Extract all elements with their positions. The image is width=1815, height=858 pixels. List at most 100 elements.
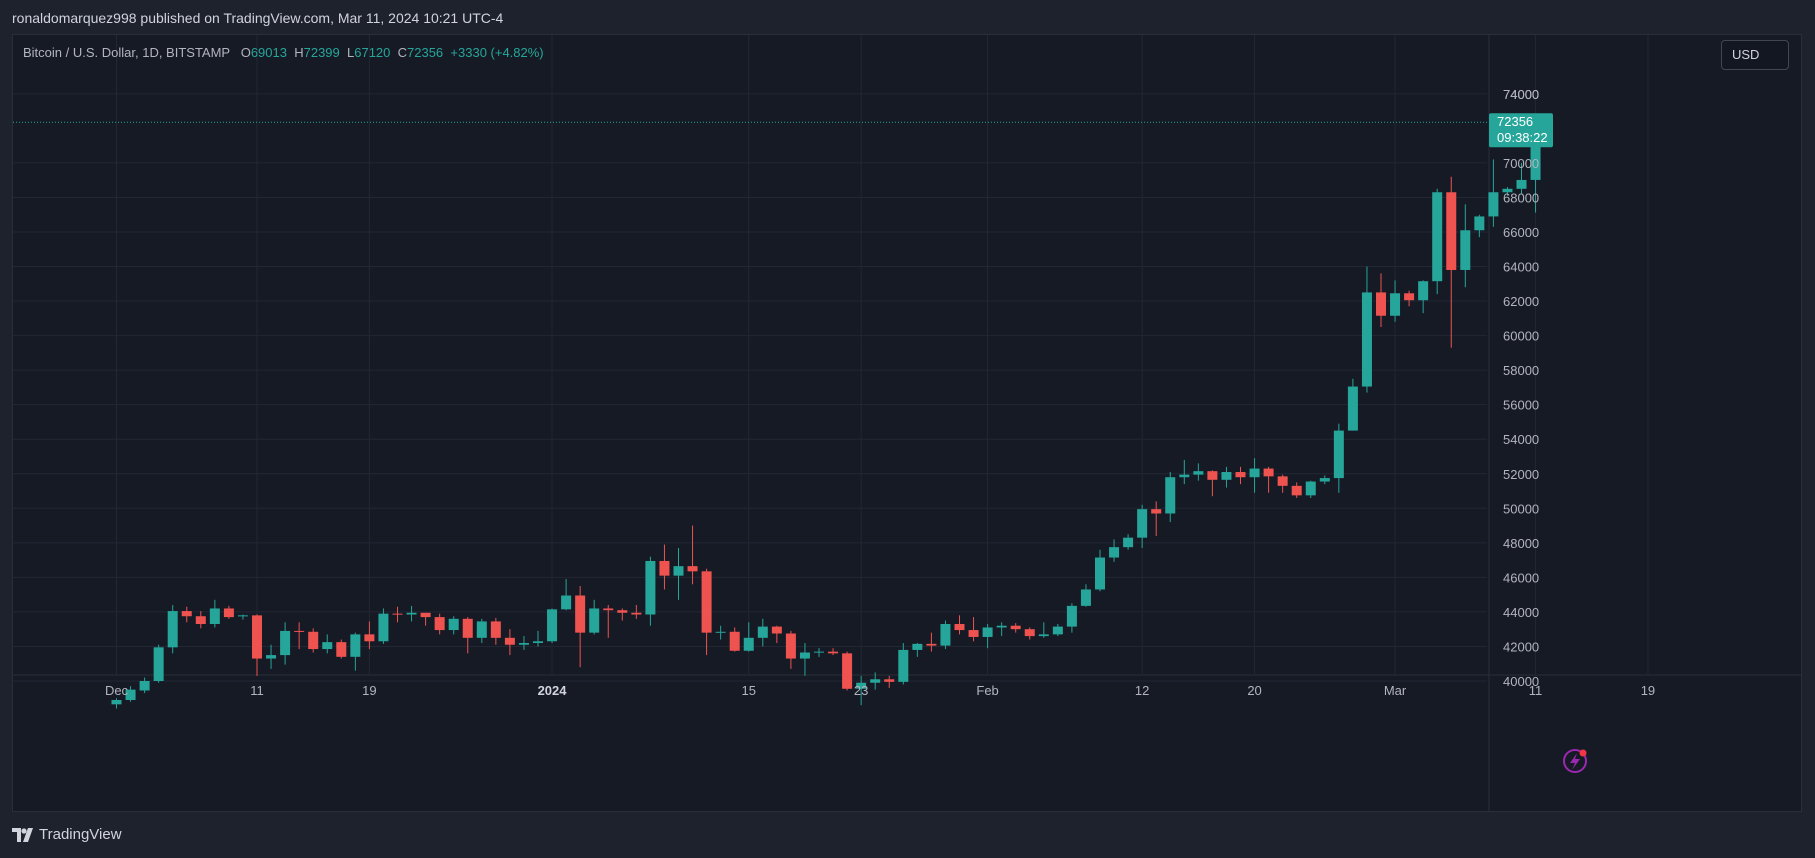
candle-body [476, 621, 487, 638]
candle-body [1432, 192, 1443, 282]
candle-body [181, 611, 192, 617]
price-tick-label: 50000 [1503, 501, 1539, 516]
candle-body [1460, 230, 1471, 270]
candle-body [799, 652, 810, 659]
candle-body [1179, 474, 1190, 478]
candle-body [1404, 293, 1415, 301]
candle-body [771, 626, 782, 634]
price-tick-label: 60000 [1503, 329, 1539, 344]
tradingview-brand: TradingView [39, 826, 122, 843]
candle-body [701, 571, 712, 633]
candle-body [1221, 472, 1232, 480]
chart-panel[interactable]: 21Dec111920241523Feb1220Mar1119 40000420… [12, 34, 1802, 812]
time-tick-label: 12 [1135, 683, 1149, 698]
publish-header: ronaldomarquez998 published on TradingVi… [0, 0, 1815, 34]
candle-body [252, 615, 262, 659]
chart-grid [13, 35, 1801, 811]
candle-body [1305, 481, 1316, 496]
candle-body [1038, 634, 1049, 637]
time-tick-label: 23 [854, 683, 868, 698]
candle-body [898, 649, 909, 682]
tradingview-footer[interactable]: TradingView [12, 826, 122, 843]
candle-body [589, 608, 600, 633]
candle-body [1474, 216, 1485, 231]
candle-body [153, 647, 164, 681]
price-tick-label: 68000 [1503, 190, 1539, 205]
candlestick-chart[interactable]: 21Dec111920241523Feb1220Mar1119 40000420… [13, 35, 1801, 811]
candle-body [448, 618, 459, 631]
time-tick-label: Dec [105, 683, 129, 698]
time-tick-label: 11 [1529, 683, 1543, 698]
price-tick-label: 70000 [1503, 156, 1539, 171]
candle-body [1291, 485, 1302, 496]
candle-body [1052, 626, 1063, 635]
candle-body [322, 642, 333, 650]
candle-countdown: 09:38:22 [1497, 130, 1548, 145]
candle-body [139, 681, 150, 691]
price-tick-label: 40000 [1503, 674, 1539, 689]
price-tick-label: 58000 [1503, 363, 1539, 378]
candle-body [842, 653, 853, 689]
time-tick-label: 19 [362, 683, 376, 698]
low-value: 67120 [354, 45, 391, 60]
candle-body [1277, 476, 1288, 486]
candle-body [926, 643, 937, 646]
symbol-title[interactable]: Bitcoin / U.S. Dollar, 1D, BITSTAMP [23, 45, 230, 60]
price-tick-label: 52000 [1503, 467, 1539, 482]
candle-body [294, 630, 305, 632]
candle-body [504, 637, 515, 645]
candle-body [659, 560, 670, 576]
candle-body [1263, 468, 1274, 477]
candle-body [434, 617, 445, 631]
price-tick-label: 74000 [1503, 87, 1539, 102]
time-axis[interactable]: 21Dec111920241523Feb1220Mar1119 [13, 683, 1655, 698]
price-tick-label: 74000 [1503, 87, 1539, 102]
candle-body [1165, 477, 1176, 514]
last-price-tag-bg [1489, 113, 1553, 148]
candle-body [518, 643, 529, 645]
candle-body [715, 631, 726, 633]
price-tick-label: 62000 [1503, 294, 1539, 309]
open-label: O [240, 45, 251, 60]
candle-body [617, 610, 628, 613]
candle-body [912, 643, 923, 650]
candle-body [1193, 471, 1204, 475]
candle-body [125, 689, 136, 700]
candle-body [1080, 589, 1091, 606]
low-label: L [347, 45, 355, 60]
price-change: +3330 (+4.82%) [450, 45, 544, 60]
candle-body [1361, 292, 1372, 387]
candle-body [687, 566, 698, 572]
time-tick-label: 15 [742, 683, 756, 698]
candle-body [1502, 188, 1513, 193]
price-axis[interactable]: 40000 42000 44000 46000 48000 50000 52000 54000… [1503, 87, 1539, 689]
candle-body [1516, 179, 1527, 189]
candle-body [1530, 122, 1541, 180]
candle-body [603, 608, 614, 611]
candle-body [1347, 386, 1358, 431]
candles-layer [111, 121, 1541, 709]
currency-button[interactable]: USD [1721, 40, 1789, 70]
time-tick-label: 11 [250, 683, 264, 698]
candle-body [856, 682, 867, 689]
candle-body [561, 595, 572, 610]
time-tick-label: Mar [1384, 683, 1407, 698]
candle-body [1235, 472, 1246, 478]
candle-body [1376, 292, 1386, 316]
candle-body [757, 626, 768, 638]
candle-body [1446, 192, 1457, 270]
candle-body [954, 624, 965, 631]
candle-body [575, 595, 586, 633]
candle-body [1390, 293, 1401, 316]
candle-body [884, 679, 895, 682]
candle-body [1488, 192, 1499, 217]
time-tick-label: Feb [976, 683, 998, 698]
candle-body [1066, 605, 1077, 627]
candle-body [968, 630, 979, 637]
price-tick-label: 64000 [1503, 260, 1539, 275]
open-value: 69013 [250, 45, 287, 60]
lightning-icon[interactable] [1563, 749, 1587, 773]
close-label: C [397, 45, 408, 60]
high-value: 72399 [303, 45, 340, 60]
candle-body [1418, 281, 1429, 301]
